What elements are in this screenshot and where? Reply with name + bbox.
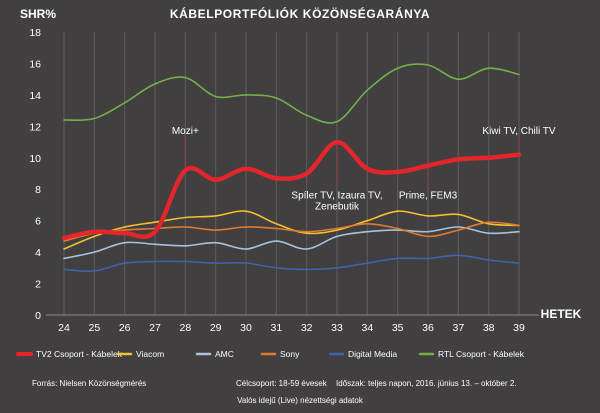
x-tick-label: 38 [483, 322, 495, 334]
x-tick-label: 34 [361, 322, 373, 334]
footnote: Időszak: teljes napon, 2016. június 13. … [336, 379, 517, 388]
series-line-amc [63, 226, 520, 260]
y-tick-label: 16 [29, 58, 41, 70]
legend-label: RTL Csoport - Kábelek [438, 349, 525, 359]
annotation-label: Zenebutik [315, 202, 360, 213]
annotation-label: Prime, FEM3 [399, 191, 458, 202]
series-line-sony [63, 221, 520, 242]
series-line-tv2-csoport-kabelek [61, 139, 522, 241]
annotation-label: Mozi+ [172, 126, 199, 137]
y-tick-label: 14 [29, 90, 41, 102]
series-line-rtl-csoport-kabelek [63, 63, 520, 124]
y-tick-label: 2 [35, 279, 41, 291]
y-tick-label: 10 [29, 153, 41, 165]
y-tick-label: 4 [35, 247, 41, 259]
y-tick-label: 18 [29, 27, 41, 39]
x-tick-label: 28 [179, 322, 191, 334]
x-axis-label: HETEK [541, 307, 582, 321]
x-tick-label: 37 [452, 322, 464, 334]
y-tick-label: 0 [35, 310, 41, 322]
x-tick-label: 35 [392, 322, 404, 334]
legend-label: TV2 Csoport - Kábelek [36, 349, 123, 359]
legend-label: Sony [280, 349, 300, 359]
footnote: Valós idejű (Live) nézettségi adatok [237, 396, 364, 405]
y-axis-label: SHR% [20, 7, 56, 21]
annotation-label: Spíler TV, Izaura TV, [291, 191, 382, 202]
y-tick-label: 6 [35, 216, 41, 228]
x-tick-label: 33 [331, 322, 343, 334]
x-tick-label: 31 [270, 322, 282, 334]
x-tick-label: 32 [301, 322, 313, 334]
chart-title: KÁBELPORTFÓLIÓK KÖZÖNSÉGARÁNYA [170, 6, 430, 21]
legend-label: Digital Media [348, 349, 397, 359]
x-tick-label: 30 [240, 322, 252, 334]
series-line-viacom [63, 210, 520, 250]
x-tick-label: 24 [58, 322, 70, 334]
footnote: Forrás: Nielsen Közönségmérés [32, 379, 146, 388]
series-line-digital-media [63, 254, 520, 273]
x-tick-label: 39 [513, 322, 525, 334]
y-tick-label: 8 [35, 184, 41, 196]
x-tick-label: 29 [210, 322, 222, 334]
y-tick-label: 12 [29, 121, 41, 133]
legend-label: Viacom [136, 349, 164, 359]
x-tick-label: 26 [119, 322, 131, 334]
x-tick-label: 25 [88, 322, 100, 334]
x-tick-label: 36 [422, 322, 434, 334]
annotation-label: Kiwi TV, Chili TV [482, 126, 556, 137]
legend-label: AMC [215, 349, 234, 359]
x-tick-label: 27 [149, 322, 161, 334]
footnote: Célcsoport: 18-59 évesek [236, 379, 328, 388]
